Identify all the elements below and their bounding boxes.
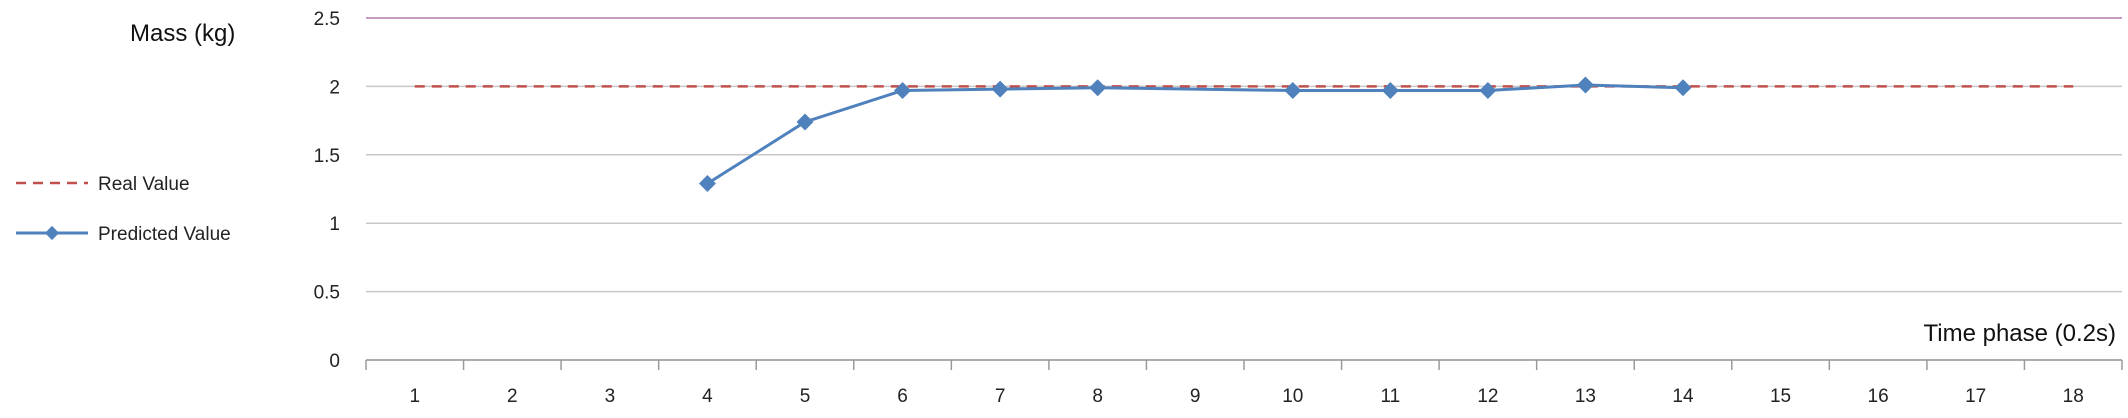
x-tick-label: 9 xyxy=(1190,386,1201,407)
predicted-value-point xyxy=(1674,79,1692,97)
legend-predicted-value-marker xyxy=(44,225,60,241)
predicted-value-point xyxy=(796,113,814,131)
x-tick-label: 10 xyxy=(1282,386,1303,407)
x-tick-label: 15 xyxy=(1770,386,1791,407)
predicted-value-point xyxy=(894,82,912,99)
predicted-value-point xyxy=(698,175,716,193)
x-tick-label: 18 xyxy=(2063,386,2084,407)
y-tick-label: 1.5 xyxy=(314,146,340,167)
x-tick-label: 11 xyxy=(1380,386,1400,407)
y-axis-title: Mass (kg) xyxy=(130,20,235,47)
x-tick-label: 5 xyxy=(800,386,811,407)
x-axis-tick-labels: 1 2 3 4 5 6 7 8 9 10 11 12 13 14 15 16 17 18 xyxy=(409,386,2083,407)
x-tick-label: 12 xyxy=(1477,386,1498,407)
x-tick-label: 13 xyxy=(1575,386,1596,407)
legend: Real Value Predicted Value xyxy=(16,174,231,245)
predicted-value-point xyxy=(1479,82,1497,99)
x-tick-label: 1 xyxy=(409,386,420,407)
legend-predicted-value-label: Predicted Value xyxy=(98,224,231,245)
predicted-value-point xyxy=(1576,76,1594,94)
legend-real-value-label: Real Value xyxy=(98,174,190,195)
predicted-value-point xyxy=(991,80,1009,98)
y-tick-label: 2 xyxy=(329,77,340,98)
x-tick-label: 14 xyxy=(1672,386,1694,407)
y-axis-tick-labels: 0 0.5 1 1.5 2 2.5 xyxy=(314,9,340,372)
x-tick-label: 16 xyxy=(1868,386,1889,407)
x-tick-label: 2 xyxy=(507,386,518,407)
x-tick-label: 8 xyxy=(1092,386,1103,407)
x-tick-label: 4 xyxy=(702,386,713,407)
x-tick-label: 3 xyxy=(605,386,616,407)
predicted-value-line xyxy=(706,83,1684,185)
predicted-value-point xyxy=(1284,82,1302,99)
x-axis xyxy=(365,359,2123,370)
predicted-value-point xyxy=(1381,82,1399,99)
x-tick-label: 6 xyxy=(897,386,908,407)
predicted-value-point xyxy=(1089,79,1107,97)
x-tick-label: 7 xyxy=(995,386,1006,407)
x-tick-label: 17 xyxy=(1965,386,1986,407)
x-axis-title: Time phase (0.2s) xyxy=(1923,320,2116,347)
series-layer xyxy=(414,76,2074,193)
y-tick-label: 0 xyxy=(329,351,340,372)
y-tick-label: 2.5 xyxy=(314,9,340,30)
y-tick-label: 0.5 xyxy=(314,283,340,304)
grid-lines xyxy=(366,17,2122,361)
y-tick-label: 1 xyxy=(329,214,340,235)
